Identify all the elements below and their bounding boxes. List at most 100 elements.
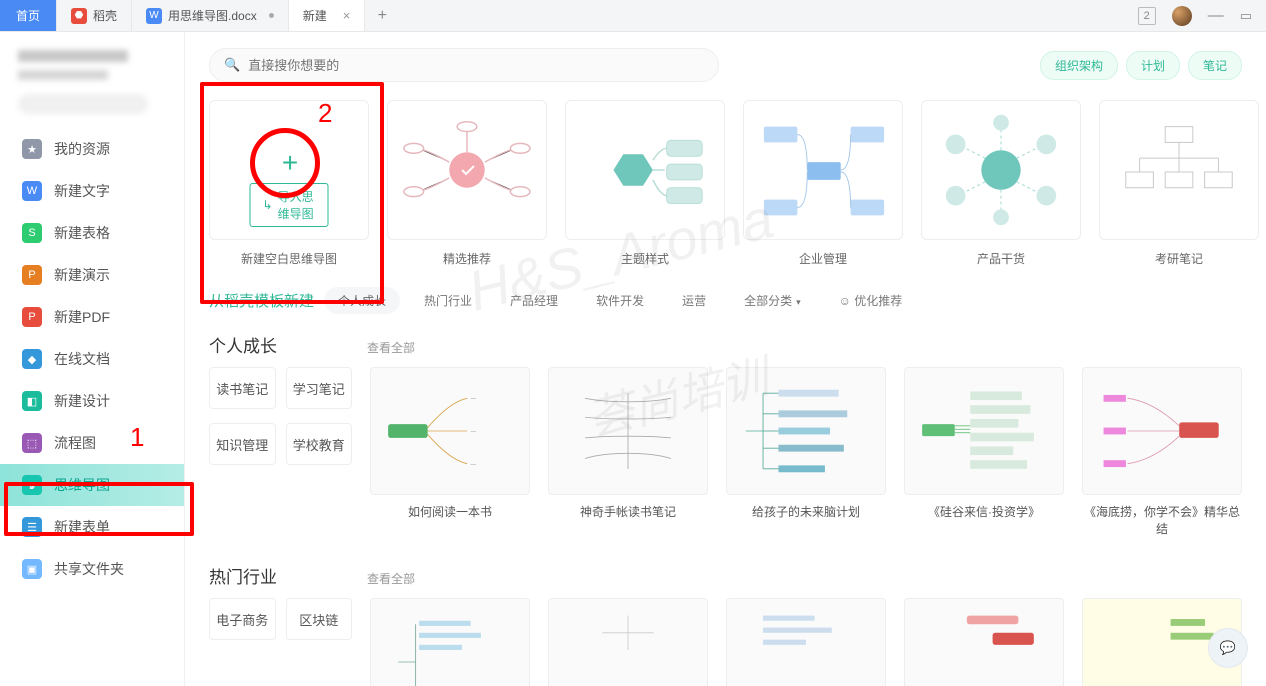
sidebar-item-flowchart[interactable]: ⬚ 流程图 bbox=[0, 422, 184, 464]
section-head-hot-industry: 热门行业 查看全部 bbox=[209, 563, 1242, 588]
gallery-label: 《硅谷来信·投资学》 bbox=[904, 503, 1064, 520]
gallery-label: 《海底捞，你学不会》精华总结 bbox=[1082, 503, 1242, 537]
filter-chip[interactable]: 热门行业 bbox=[410, 287, 486, 314]
sidebar-item-online-doc[interactable]: ◆ 在线文档 bbox=[0, 338, 184, 380]
filter-chip[interactable]: 软件开发 bbox=[582, 287, 658, 314]
tab-daoke[interactable]: ⬣ 稻壳 bbox=[57, 0, 132, 31]
gallery-card[interactable]: 神奇手帐读书笔记 bbox=[548, 367, 708, 537]
gallery-card[interactable]: 给孩子的未来脑计划 bbox=[726, 367, 886, 537]
search-input[interactable] bbox=[248, 58, 704, 73]
template-enterprise[interactable]: 企业管理 bbox=[743, 100, 903, 267]
template-label: 考研笔记 bbox=[1099, 250, 1259, 267]
chat-fab[interactable]: 💬 bbox=[1208, 628, 1248, 668]
tab-bar: 首页 ⬣ 稻壳 W 用思维导图.docx 新建 × + 2 — ▭ bbox=[0, 0, 1266, 32]
sidebar-item-label: 在线文档 bbox=[54, 349, 110, 369]
new-tab-button[interactable]: + bbox=[365, 0, 399, 31]
smile-icon: ☺ bbox=[839, 294, 851, 308]
tab-docx[interactable]: W 用思维导图.docx bbox=[132, 0, 289, 31]
gallery-card[interactable]: 《硅谷来信·投资学》 bbox=[904, 367, 1064, 537]
sidebar-item-new-word[interactable]: W 新建文字 bbox=[0, 170, 184, 212]
tab-new[interactable]: 新建 × bbox=[289, 0, 366, 31]
template-blank[interactable]: + ↳ 导入思维导图 新建空白思维导图 bbox=[209, 100, 369, 267]
gallery-label: 如何阅读一本书 bbox=[370, 503, 530, 520]
optimize-chip[interactable]: ☺ 优化推荐 bbox=[825, 287, 917, 314]
view-all-link[interactable]: 查看全部 bbox=[367, 570, 415, 587]
filter-chip[interactable]: 产品经理 bbox=[496, 287, 572, 314]
chat-icon: 💬 bbox=[1220, 640, 1236, 656]
user-block bbox=[0, 50, 184, 128]
notification-badge[interactable]: 2 bbox=[1138, 7, 1156, 25]
sub-chip[interactable]: 电子商务 bbox=[209, 598, 276, 640]
gallery-card[interactable] bbox=[370, 598, 530, 686]
sidebar-item-new-ppt[interactable]: P 新建演示 bbox=[0, 254, 184, 296]
avatar[interactable] bbox=[1172, 6, 1192, 26]
sidebar-item-label: 我的资源 bbox=[54, 139, 110, 159]
gallery-label: 神奇手帐读书笔记 bbox=[548, 503, 708, 520]
search-pill[interactable]: 组织架构 bbox=[1040, 51, 1118, 80]
sidebar-item-label: 共享文件夹 bbox=[54, 559, 124, 579]
sidebar-item-new-design[interactable]: ◧ 新建设计 bbox=[0, 380, 184, 422]
flame-icon: ⬣ bbox=[71, 8, 87, 24]
filter-chip[interactable]: 运营 bbox=[668, 287, 720, 314]
import-icon: ↳ bbox=[263, 198, 273, 212]
search-pill[interactable]: 笔记 bbox=[1188, 51, 1242, 80]
sidebar-item-share-folder[interactable]: ▣ 共享文件夹 bbox=[0, 548, 184, 590]
gallery-card[interactable]: 《海底捞，你学不会》精华总结 bbox=[1082, 367, 1242, 537]
sidebar-item-new-form[interactable]: ☰ 新建表单 bbox=[0, 506, 184, 548]
view-all-link[interactable]: 查看全部 bbox=[367, 339, 415, 356]
user-sub-blur bbox=[18, 70, 108, 80]
gallery-label: 给孩子的未来脑计划 bbox=[726, 503, 886, 520]
filter-row: 从稻壳模板新建 个人成长 热门行业 产品经理 软件开发 运营 全部分类▾ ☺ 优… bbox=[209, 287, 1242, 314]
search-pill[interactable]: 计划 bbox=[1126, 51, 1180, 80]
mindmap-icon: ๑ bbox=[22, 475, 42, 495]
filter-all-dropdown[interactable]: 全部分类▾ bbox=[730, 287, 815, 314]
sub-chip[interactable]: 学习笔记 bbox=[286, 367, 353, 409]
maximize-icon[interactable]: ▭ bbox=[1240, 8, 1252, 24]
sub-chip[interactable]: 知识管理 bbox=[209, 423, 276, 465]
template-thumb bbox=[387, 100, 547, 240]
sidebar-item-label: 流程图 bbox=[54, 433, 96, 453]
sheet-icon: S bbox=[22, 223, 42, 243]
sidebar-item-label: 新建表格 bbox=[54, 223, 110, 243]
sidebar-item-mindmap[interactable]: ๑ 思维导图 bbox=[0, 464, 184, 506]
sub-chip[interactable]: 区块链 bbox=[286, 598, 353, 640]
sidebar-item-label: 新建文字 bbox=[54, 181, 110, 201]
sidebar-item-my-resources[interactable]: ★ 我的资源 bbox=[0, 128, 184, 170]
section-title: 个人成长 bbox=[209, 332, 277, 357]
unsaved-dot-icon bbox=[269, 13, 274, 18]
template-label: 新建空白思维导图 bbox=[209, 250, 369, 267]
section-row-personal-growth: 读书笔记 学习笔记 知识管理 学校教育 ——— 如何阅读一本书 bbox=[209, 367, 1242, 537]
sub-chip-column: 电子商务 区块链 bbox=[209, 598, 352, 640]
sidebar-item-new-sheet[interactable]: S 新建表格 bbox=[0, 212, 184, 254]
search-box[interactable]: 🔍 bbox=[209, 48, 719, 82]
sidebar-item-new-pdf[interactable]: P 新建PDF bbox=[0, 296, 184, 338]
gallery-card[interactable] bbox=[726, 598, 886, 686]
star-icon: ★ bbox=[22, 139, 42, 159]
gallery-card[interactable] bbox=[904, 598, 1064, 686]
design-icon: ◧ bbox=[22, 391, 42, 411]
main-content: 🔍 组织架构 计划 笔记 + ↳ 导入思维导图 新建空白思维导图 bbox=[185, 32, 1266, 686]
filter-all-label: 全部分类 bbox=[744, 294, 792, 308]
template-featured[interactable]: 精选推荐 bbox=[387, 100, 547, 267]
tab-home[interactable]: 首页 bbox=[0, 0, 57, 31]
minimize-icon[interactable]: — bbox=[1208, 7, 1224, 25]
template-thumb bbox=[921, 100, 1081, 240]
gallery-card[interactable] bbox=[548, 598, 708, 686]
sidebar-item-label: 新建演示 bbox=[54, 265, 110, 285]
close-icon[interactable]: × bbox=[343, 8, 351, 23]
gallery-thumb bbox=[1082, 367, 1242, 495]
filter-chip[interactable]: 个人成长 bbox=[324, 287, 400, 314]
sub-chip[interactable]: 学校教育 bbox=[286, 423, 353, 465]
template-theme[interactable]: 主题样式 bbox=[565, 100, 725, 267]
folder-share-icon: ▣ bbox=[22, 559, 42, 579]
window-controls: 2 — ▭ bbox=[1138, 0, 1266, 31]
template-product[interactable]: 产品干货 bbox=[921, 100, 1081, 267]
gallery-card[interactable]: ——— 如何阅读一本书 bbox=[370, 367, 530, 537]
import-label: 导入思维导图 bbox=[278, 188, 316, 222]
template-exam[interactable]: 考研笔记 bbox=[1099, 100, 1259, 267]
import-mindmap-button[interactable]: ↳ 导入思维导图 bbox=[250, 183, 329, 227]
svg-text:—: — bbox=[471, 429, 477, 435]
template-label: 精选推荐 bbox=[387, 250, 547, 267]
template-row: + ↳ 导入思维导图 新建空白思维导图 bbox=[209, 100, 1242, 267]
sub-chip[interactable]: 读书笔记 bbox=[209, 367, 276, 409]
